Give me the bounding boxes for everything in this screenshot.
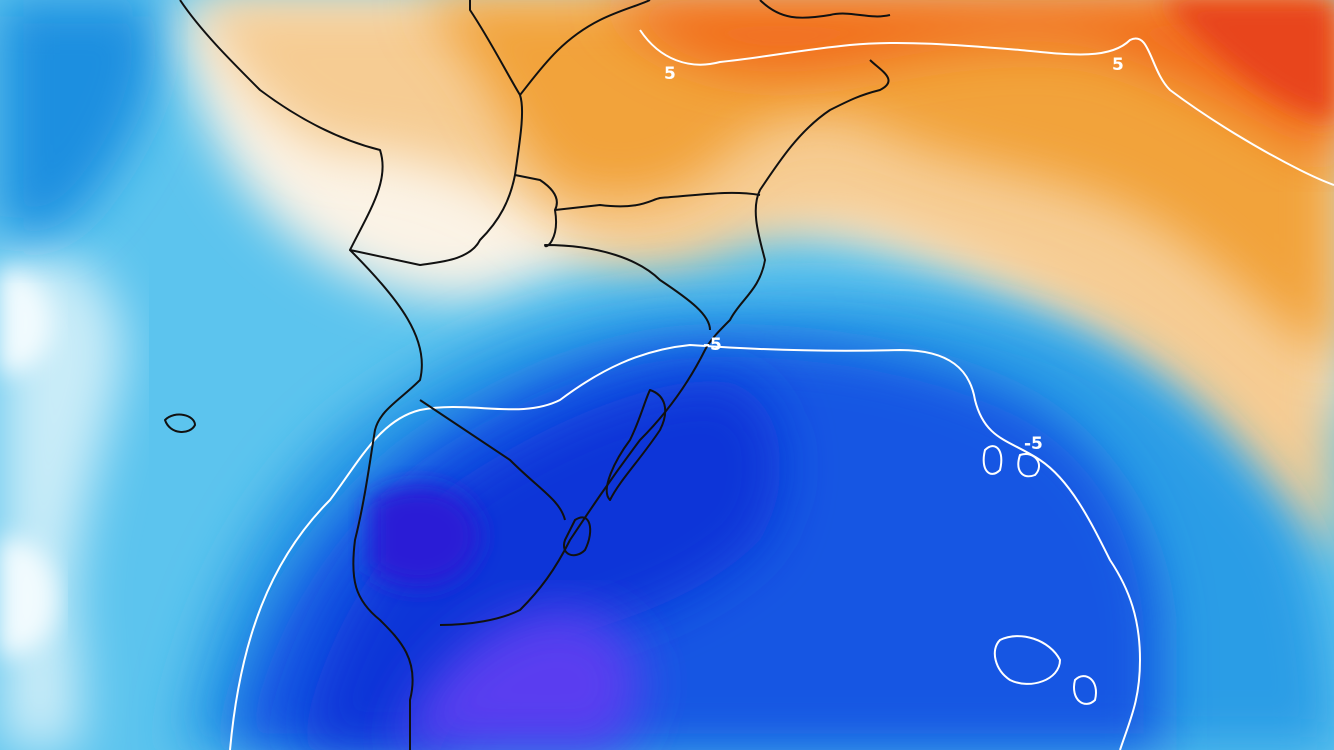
northwest-blue-streak — [0, 0, 157, 236]
contour-labels: 5 5 -5 -5 — [664, 55, 1124, 454]
cold-extreme-region — [400, 608, 642, 750]
warm-strong-region — [600, 0, 1334, 160]
political-borders — [164, 0, 891, 750]
warm-peak-region — [1160, 0, 1334, 120]
contour-label: 5 — [1112, 55, 1124, 75]
west-white-patch — [0, 268, 57, 656]
contour-blob — [982, 445, 1003, 475]
contour-plus-5 — [639, 29, 1334, 186]
border-line — [419, 399, 566, 521]
border-line — [349, 249, 423, 750]
contour-blob — [993, 635, 1062, 685]
lagoon-outline — [563, 516, 592, 557]
contour-label: -5 — [703, 335, 722, 355]
contour-minus-5 — [229, 343, 1142, 750]
border-line — [179, 0, 761, 266]
border-line — [544, 209, 711, 331]
warm-medium-region — [420, 0, 1334, 360]
lagoon-outline — [605, 389, 667, 501]
contour-blob — [1017, 453, 1040, 478]
contour-label: 5 — [664, 64, 676, 84]
cold-core-region — [300, 380, 781, 750]
contour-blob — [1073, 675, 1097, 705]
cold-dark-spot — [370, 485, 480, 587]
border-line — [759, 0, 891, 19]
coastline — [439, 59, 890, 626]
border-line — [519, 0, 651, 96]
contour-lines — [229, 29, 1334, 750]
contour-label: -5 — [1024, 434, 1043, 454]
lake-outline — [164, 413, 196, 433]
